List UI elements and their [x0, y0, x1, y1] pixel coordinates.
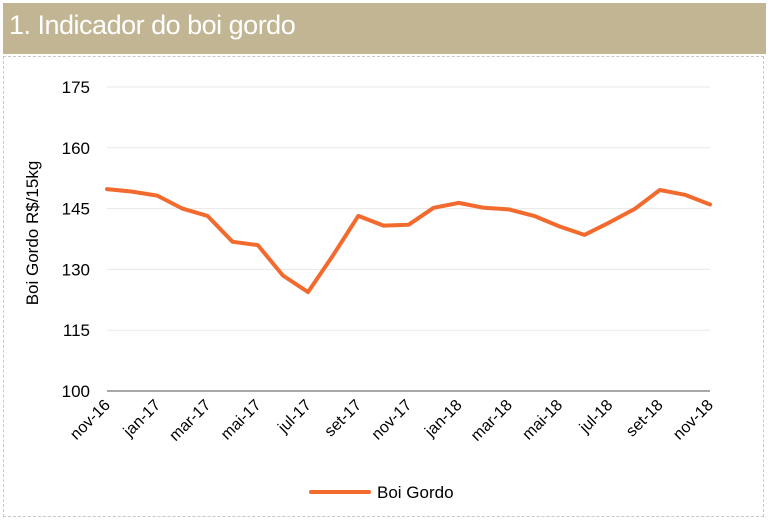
x-tick-label: mar-17	[166, 397, 214, 445]
x-tick-label: mai-17	[218, 397, 265, 444]
x-tick-label: nov-16	[67, 397, 114, 444]
x-tick-label: nov-18	[670, 397, 717, 444]
legend: Boi Gordo	[309, 483, 454, 502]
y-axis-label: Boi Gordo R$/15kg	[23, 161, 42, 306]
x-tick-label: jul-17	[274, 397, 314, 437]
series-line-boi-gordo	[105, 187, 712, 295]
chart-frame	[3, 56, 764, 517]
x-tick-label: set-18	[623, 397, 667, 441]
series-layer	[105, 187, 712, 295]
y-tick-label: 130	[62, 260, 90, 279]
page-title: 1. Indicador do boi gordo	[9, 10, 296, 40]
x-tick-label: nov-17	[369, 397, 416, 444]
x-tick-label: set-17	[322, 397, 366, 441]
y-tick-labels: 100 115 130 145 160 175	[62, 78, 90, 401]
x-tick-labels: nov-16 jan-17 mar-17 mai-17 jul-17 set-17 nov-…	[67, 397, 717, 445]
title-bar: 1. Indicador do boi gordo	[3, 3, 766, 54]
x-tick-label: jan-17	[120, 397, 164, 441]
y-tick-label: 175	[62, 78, 90, 97]
x-tick-label: jan-18	[421, 397, 465, 441]
x-tick-label: mai-18	[519, 397, 566, 444]
grid-layer	[107, 86, 710, 392]
y-tick-label: 145	[62, 200, 90, 219]
legend-label: Boi Gordo	[377, 483, 454, 502]
x-tick-label: mar-18	[468, 397, 516, 445]
y-tick-label: 115	[63, 321, 90, 340]
x-tick-label: jul-18	[576, 397, 616, 437]
y-tick-label: 100	[62, 382, 90, 401]
y-tick-label: 160	[62, 139, 90, 158]
